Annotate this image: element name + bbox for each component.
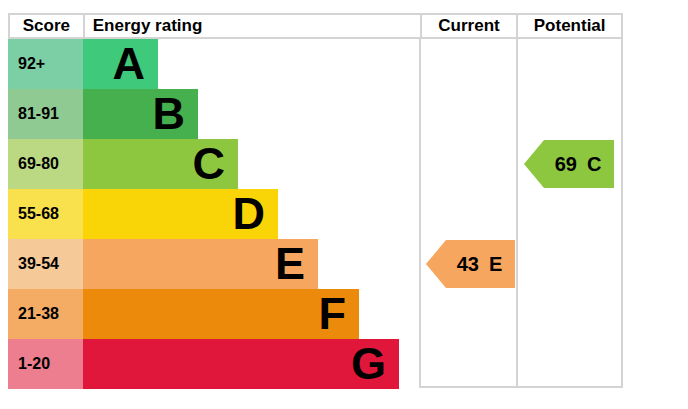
band-letter-a: A bbox=[113, 39, 146, 89]
score-range-e: 39-54 bbox=[8, 239, 83, 289]
grid-line-right-edge bbox=[621, 39, 623, 388]
potential-rating-band: C bbox=[587, 153, 601, 176]
band-bar-d: D bbox=[83, 189, 278, 239]
column-header-current: Current bbox=[422, 15, 519, 37]
potential-rating-score: 69 bbox=[555, 153, 577, 176]
band-row-d: 55-68 D bbox=[8, 189, 420, 239]
band-bar-c: C bbox=[83, 139, 238, 189]
score-range-d: 55-68 bbox=[8, 189, 83, 239]
band-row-f: 21-38 F bbox=[8, 289, 420, 339]
table-header-row: Score Energy rating Current Potential bbox=[8, 13, 623, 39]
band-rows: 92+ A 81-91 B 69-80 C 55-68 D 39-54 E 21-38 F 1-20 G bbox=[8, 39, 420, 389]
band-row-a: 92+ A bbox=[8, 39, 420, 89]
band-row-g: 1-20 G bbox=[8, 339, 420, 389]
band-bar-a: A bbox=[83, 39, 158, 89]
score-range-f: 21-38 bbox=[8, 289, 83, 339]
band-letter-f: F bbox=[319, 289, 347, 339]
band-row-c: 69-80 C bbox=[8, 139, 420, 189]
score-range-b: 81-91 bbox=[8, 89, 83, 139]
band-row-e: 39-54 E bbox=[8, 239, 420, 289]
band-letter-c: C bbox=[193, 139, 226, 189]
current-rating-band: E bbox=[489, 253, 502, 276]
band-letter-e: E bbox=[275, 239, 305, 289]
column-header-score: Score bbox=[10, 15, 85, 37]
column-header-energy-rating: Energy rating bbox=[85, 15, 422, 37]
band-bar-b: B bbox=[83, 89, 198, 139]
band-row-b: 81-91 B bbox=[8, 89, 420, 139]
score-range-c: 69-80 bbox=[8, 139, 83, 189]
grid-line-current-potential bbox=[516, 39, 518, 388]
score-range-a: 92+ bbox=[8, 39, 83, 89]
potential-rating-arrow: 69 C bbox=[524, 140, 614, 188]
band-letter-g: G bbox=[351, 339, 386, 389]
current-rating-arrow: 43 E bbox=[426, 240, 515, 288]
current-rating-score: 43 bbox=[457, 253, 479, 276]
band-letter-d: D bbox=[233, 189, 266, 239]
grid-line-bottom bbox=[419, 386, 623, 388]
score-range-g: 1-20 bbox=[8, 339, 83, 389]
band-letter-b: B bbox=[153, 89, 186, 139]
column-header-potential: Potential bbox=[518, 15, 623, 37]
band-bar-e: E bbox=[83, 239, 318, 289]
band-bar-f: F bbox=[83, 289, 359, 339]
band-bar-g: G bbox=[83, 339, 399, 389]
epc-energy-rating-chart: Score Energy rating Current Potential 92… bbox=[0, 0, 688, 409]
